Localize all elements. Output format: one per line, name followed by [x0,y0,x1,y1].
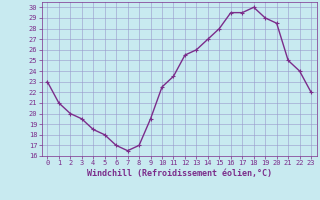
X-axis label: Windchill (Refroidissement éolien,°C): Windchill (Refroidissement éolien,°C) [87,169,272,178]
